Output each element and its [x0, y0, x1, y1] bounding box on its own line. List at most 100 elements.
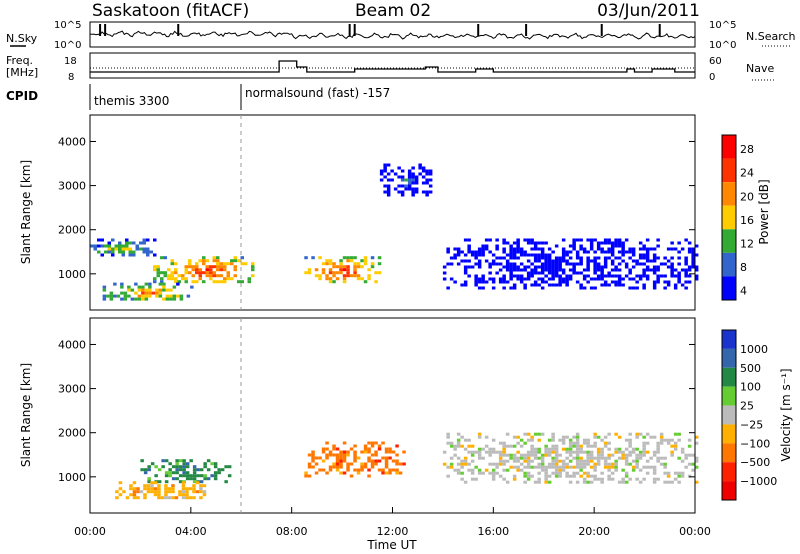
heatmap-cell-5-646	[558, 280, 562, 284]
heatmap-cell-1-142	[219, 280, 223, 284]
heatmap-cell-2-212	[339, 465, 343, 469]
heatmap-cell-3-449	[530, 438, 534, 442]
heatmap-cell-5-694	[579, 271, 583, 275]
heatmap-cell-2-210	[144, 294, 149, 298]
heatmap-cell-5-411	[456, 253, 461, 257]
heatmap-cell-3-784	[680, 459, 685, 463]
heatmap-cell-5-849	[645, 259, 650, 263]
heatmap-cell-0-1	[140, 468, 144, 472]
heatmap-cell-3-307	[360, 277, 364, 281]
heatmap-cell-5-507	[509, 253, 513, 257]
colorbar-tick-4: 12	[740, 237, 754, 250]
heatmap-cell-3-547	[568, 447, 573, 451]
heatmap-cell-5-497	[505, 241, 510, 245]
heatmap-cell-3-574	[575, 471, 580, 475]
heatmap-cell-5-890	[670, 262, 674, 266]
heatmap-cell-3-791	[687, 444, 692, 448]
heatmap-cell-5-806	[624, 265, 629, 269]
heatmap-cell-2-243	[363, 450, 368, 454]
heatmap-cell-2-215	[148, 291, 152, 295]
heatmap-cell-5-821	[631, 286, 636, 290]
heatmap-cell-1-102	[195, 268, 199, 272]
heatmap-cell-3-681	[624, 453, 629, 457]
heatmap-cell-1-105	[198, 259, 202, 263]
heatmap-cell-5-422	[463, 280, 468, 284]
heatmap-cell-3-419	[516, 459, 520, 463]
heatmap-cell-3-763	[666, 474, 671, 478]
heatmap-cell-5-824	[635, 274, 639, 278]
heatmap-cell-5-433	[470, 265, 475, 269]
heatmap-cell-3-501	[551, 438, 555, 442]
heatmap-cell-5-808	[628, 247, 632, 251]
heatmap-cell-5-416	[463, 238, 468, 242]
heatmap-cell-5-763	[607, 274, 611, 278]
heatmap-cell-3-588	[582, 459, 587, 463]
heatmap-cell-2-232	[169, 288, 173, 292]
heatmap-cell-5-922	[687, 250, 692, 254]
noise-right-label: N.Search	[746, 30, 796, 43]
heatmap-cell-5-583	[537, 253, 541, 257]
nave-label: Nave	[746, 62, 774, 75]
heatmap-cell-5-536	[516, 277, 520, 281]
heatmap-cell-1-92	[188, 259, 192, 263]
heatmap-cell-5-572	[533, 247, 538, 251]
heatmap-cell-1-82	[174, 280, 178, 284]
heatmap-cell-5-877	[663, 256, 667, 260]
heatmap-cell-5-619	[547, 277, 552, 281]
heatmap-cell-1-76	[170, 274, 174, 278]
heatmap-cell-5-414	[460, 259, 464, 263]
heatmap-cell-5-532	[516, 256, 520, 260]
heatmap-cell-5-653	[561, 259, 566, 263]
heatmap-cell-3-720	[642, 450, 646, 454]
heatmap-cell-5-794	[617, 283, 622, 287]
heatmap-cell-3-521	[558, 438, 562, 442]
heatmap-cell-2-253	[370, 441, 375, 445]
heatmap-cell-3-743	[656, 447, 660, 451]
heatmap-cell-3-568	[575, 450, 580, 454]
heatmap-cell-1-140	[178, 493, 182, 497]
heatmap-cell-3-273	[335, 271, 340, 275]
heatmap-cell-5-661	[565, 262, 569, 266]
heatmap-cell-3-458	[533, 447, 538, 451]
heatmap-cell-2-244	[363, 462, 368, 466]
heatmap-cell-5-933	[691, 265, 695, 269]
heatmap-cell-3-350	[477, 435, 482, 439]
heatmap-cell-4-330	[383, 184, 387, 188]
heatmap-cell-3-336	[467, 450, 471, 454]
heatmap-cell-1-124	[209, 277, 213, 281]
heatmap-cell-5-864	[652, 280, 657, 284]
heatmap-cell-1-88	[184, 268, 188, 272]
heatmap-cell-2-237	[172, 297, 177, 301]
heatmap-cell-2-286	[391, 468, 396, 472]
heatmap-cell-5-487	[502, 238, 506, 242]
heatmap-cell-3-727	[645, 459, 650, 463]
heatmap-cell-3-664	[614, 459, 618, 463]
heatmap-cell-3-729	[645, 471, 650, 475]
heatmap-cell-5-655	[561, 271, 566, 275]
heatmap-cell-3-747	[656, 477, 660, 481]
heatmap-cell-2-241	[179, 297, 184, 301]
heatmap-cell-1-118	[153, 490, 158, 494]
heatmap-cell-0-49	[185, 477, 190, 481]
heatmap-cell-3-317	[456, 456, 461, 460]
heatmap-cell-5-654	[561, 268, 566, 272]
heatmap-cell-5-726	[593, 271, 597, 275]
heatmap-cell-3-787	[684, 453, 688, 457]
heatmap-cell-3-257	[325, 259, 329, 263]
heatmap-cell-2-197	[332, 453, 336, 457]
heatmap-cell-0-17	[164, 471, 169, 475]
heatmap-cell-3-652	[607, 465, 611, 469]
heatmap-cell-2-237	[360, 450, 364, 454]
heatmap-cell-5-831	[638, 262, 643, 266]
heatmap-cell-3-249	[314, 268, 319, 272]
heatmap-cell-3-269	[332, 271, 336, 275]
heatmap-cell-1-93	[129, 484, 133, 488]
heatmap-cell-5-789	[617, 262, 622, 266]
heatmap-cell-3-627	[596, 456, 601, 460]
heatmap-cell-0-8	[100, 253, 104, 257]
heatmap-cell-5-491	[502, 256, 506, 260]
heatmap-cell-3-778	[677, 456, 681, 460]
heatmap-cell-0-40	[182, 465, 186, 469]
heatmap-cell-3-579	[579, 456, 583, 460]
heatmap-cell-1-163	[240, 262, 244, 266]
